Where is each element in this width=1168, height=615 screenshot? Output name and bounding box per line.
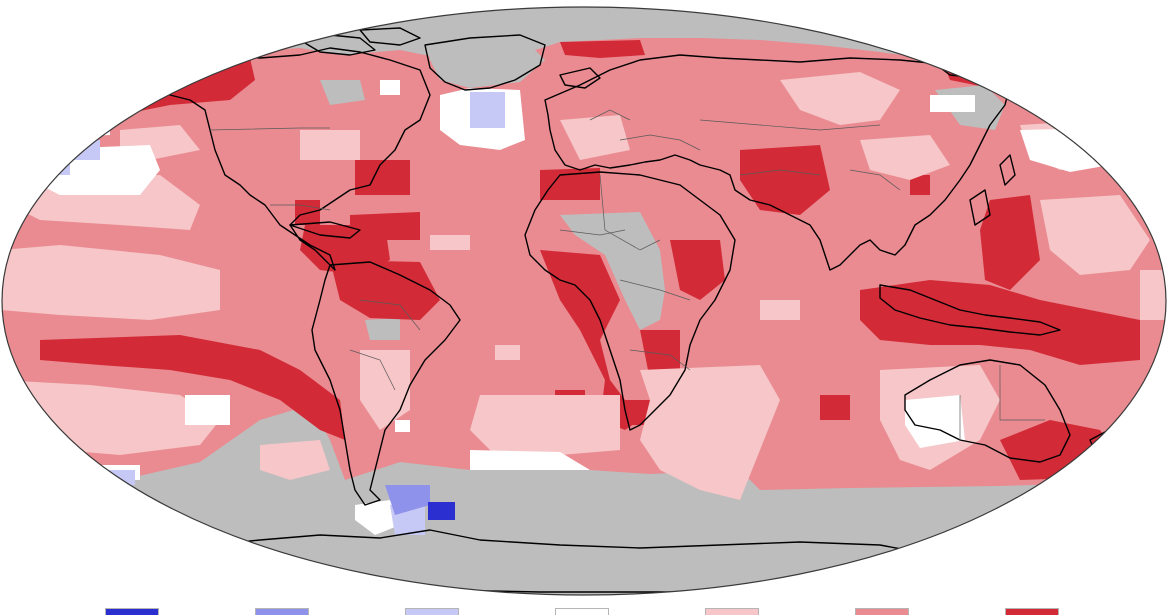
legend-swatch-warmer xyxy=(705,608,759,615)
legend-swatch-record-warmest xyxy=(1005,608,1059,615)
color-legend xyxy=(105,608,1065,615)
globe-outline xyxy=(1,6,1167,596)
amazon-no-data-region xyxy=(365,318,400,340)
central-africa-no-data-region xyxy=(560,212,665,330)
greenland-no-data-region xyxy=(425,35,545,88)
much-cooler-patches xyxy=(385,485,430,515)
legend-swatch-much-cooler xyxy=(255,608,309,615)
legend-swatch-near-average xyxy=(555,608,609,615)
legend-swatch-record-coldest xyxy=(105,608,159,615)
canada-no-data-region xyxy=(320,80,365,105)
legend-swatch-cooler xyxy=(405,608,459,615)
record-coldest-patches xyxy=(428,502,455,520)
country-boundaries xyxy=(209,109,1045,440)
legend-swatch-much-warmer xyxy=(855,608,909,615)
